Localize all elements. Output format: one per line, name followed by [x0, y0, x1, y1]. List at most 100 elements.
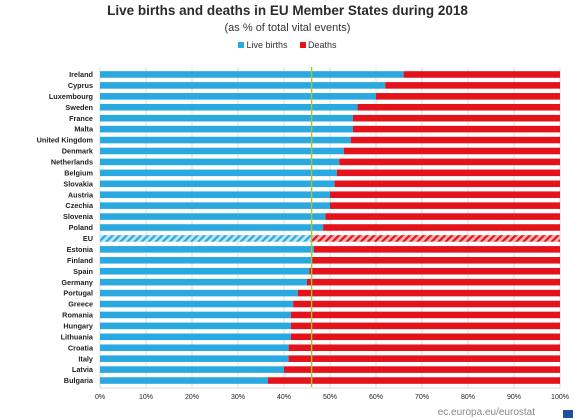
- category-label: United Kingdom: [37, 136, 94, 145]
- x-tick-label: 0%: [95, 394, 105, 401]
- bar-live-births: [100, 344, 289, 352]
- category-label: Ireland: [69, 70, 93, 79]
- category-label: Malta: [74, 125, 94, 134]
- bar-deaths: [330, 191, 560, 198]
- bar-deaths: [297, 289, 560, 297]
- category-label: Germany: [61, 278, 94, 287]
- bar-deaths: [339, 158, 560, 166]
- bar-deaths: [353, 114, 560, 122]
- category-label: Luxembourg: [49, 92, 93, 101]
- bar-deaths: [336, 169, 560, 177]
- bar-live-births: [100, 355, 289, 362]
- bar-live-births: [100, 169, 337, 177]
- bar-live-births: [100, 366, 284, 373]
- category-label: Greece: [68, 300, 93, 309]
- bar-live-births: [100, 213, 326, 220]
- category-label: Italy: [78, 354, 94, 363]
- bar-live-births: [100, 180, 335, 188]
- bar-live-births: [100, 136, 351, 144]
- bar-live-births: [100, 311, 291, 319]
- x-tick-label: 90%: [507, 394, 521, 401]
- bar-live-births: [100, 300, 294, 308]
- bar-deaths: [403, 71, 560, 78]
- bar-deaths: [311, 257, 560, 264]
- bar-live-births: [100, 71, 404, 78]
- bar-deaths: [288, 355, 560, 362]
- bar-live-births: [100, 93, 376, 100]
- bar-deaths: [376, 93, 560, 100]
- category-label: Slovenia: [63, 212, 94, 221]
- category-label: Sweden: [65, 103, 93, 112]
- x-tick-label: 50%: [323, 394, 337, 401]
- bar-live-births: [100, 235, 312, 242]
- category-label: Portugal: [63, 289, 93, 298]
- bar-deaths: [323, 224, 560, 231]
- legend-item-live-births: Live births: [238, 40, 287, 50]
- legend: Live births Deaths: [0, 40, 575, 50]
- legend-item-deaths: Deaths: [300, 40, 337, 50]
- bar-deaths: [313, 246, 560, 253]
- x-tick-label: 60%: [369, 394, 383, 401]
- bar-deaths: [385, 82, 560, 89]
- category-label: Cyprus: [68, 81, 93, 90]
- bar-deaths: [290, 333, 560, 341]
- bar-live-births: [100, 114, 353, 122]
- bar-live-births: [100, 278, 307, 286]
- category-label: EU: [83, 234, 93, 243]
- category-label: Bulgaria: [64, 376, 94, 385]
- bar-deaths: [284, 366, 560, 373]
- category-label: France: [69, 114, 93, 123]
- chart-title: Live births and deaths in EU Member Stat…: [107, 3, 468, 18]
- x-tick-label: 40%: [277, 394, 291, 401]
- bar-live-births: [100, 202, 330, 209]
- category-label: Estonia: [67, 245, 94, 254]
- legend-swatch-live-births: [238, 42, 245, 48]
- bar-live-births: [100, 322, 291, 330]
- category-label: Czechia: [65, 201, 94, 210]
- bar-deaths: [343, 147, 560, 155]
- category-label: Finland: [67, 256, 93, 265]
- legend-swatch-deaths: [300, 42, 306, 48]
- x-tick-label: 80%: [461, 394, 475, 401]
- bar-deaths: [290, 322, 560, 330]
- x-tick-label: 70%: [415, 394, 429, 401]
- bar-live-births: [100, 191, 330, 198]
- category-label: Slovakia: [63, 179, 94, 188]
- bar-deaths: [307, 278, 560, 286]
- bar-live-births: [100, 257, 312, 264]
- bar-live-births: [100, 246, 314, 253]
- bar-deaths: [330, 202, 560, 209]
- bar-live-births: [100, 158, 340, 166]
- bar-deaths: [325, 213, 560, 220]
- bar-deaths: [353, 125, 560, 133]
- bar-live-births: [100, 147, 344, 155]
- category-label: Spain: [73, 267, 93, 276]
- bar-live-births: [100, 267, 310, 275]
- bar-live-births: [100, 333, 291, 341]
- category-label: Poland: [69, 223, 93, 232]
- bar-live-births: [100, 289, 298, 297]
- bar-live-births: [100, 103, 358, 111]
- bar-deaths: [293, 300, 560, 308]
- category-label: Austria: [68, 190, 94, 199]
- bar-live-births: [100, 377, 268, 384]
- bar-live-births: [100, 82, 386, 89]
- bar-deaths: [267, 377, 560, 384]
- chart-subtitle: (as % of total vital events): [224, 22, 351, 34]
- bar-live-births: [100, 125, 353, 133]
- x-tick-label: 100%: [551, 394, 569, 401]
- category-label: Croatia: [68, 343, 94, 352]
- category-label: Hungary: [63, 321, 94, 330]
- bar-deaths: [290, 311, 560, 319]
- bar-live-births: [100, 224, 324, 231]
- legend-label-deaths: Deaths: [308, 40, 337, 50]
- bar-deaths: [309, 267, 560, 275]
- bar-deaths: [288, 344, 560, 352]
- category-label: Latvia: [72, 365, 94, 374]
- x-tick-label: 20%: [185, 394, 199, 401]
- bar-deaths: [311, 235, 560, 242]
- source-text: ec.europa.eu/eurostat: [437, 407, 535, 418]
- eurostat-logo: [563, 410, 573, 418]
- category-label: Belgium: [64, 168, 93, 177]
